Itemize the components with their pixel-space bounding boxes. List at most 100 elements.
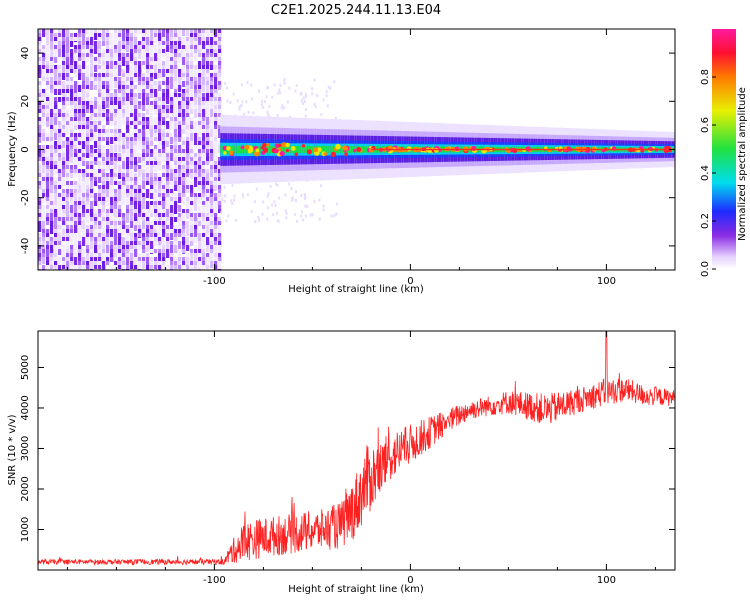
spectrogram-noise-cell — [150, 41, 154, 48]
spectrogram-faint-cell — [236, 99, 239, 103]
spectrogram-noise-cell — [182, 197, 186, 202]
spectrogram-y-tick-label: 20 — [20, 95, 31, 108]
spectrogram-noise-cell — [70, 213, 74, 219]
spectrogram-peak-cell — [222, 145, 228, 151]
spectrogram-noise-cell — [86, 225, 90, 229]
spectrogram-noise-cell — [114, 33, 118, 40]
spectrogram-faint-cell — [265, 95, 268, 99]
spectrogram-noise-cell — [194, 141, 198, 146]
spectrogram-noise-cell — [186, 37, 190, 43]
spectrogram-noise-cell — [78, 105, 82, 109]
spectrogram-noise-cell — [218, 249, 222, 255]
spectrogram-noise-cell — [210, 241, 214, 246]
spectrogram-noise-cell — [98, 137, 102, 142]
spectrogram-noise-cell — [198, 97, 202, 106]
spectrogram-noise-cell — [202, 101, 206, 106]
spectrogram-noise-cell — [78, 229, 82, 235]
spectrogram-noise-cell — [66, 185, 70, 190]
spectrogram-noise-cell — [74, 205, 78, 214]
spectrogram-noise-cell — [218, 97, 222, 103]
spectrogram-faint-cell — [302, 96, 305, 100]
spectrogram-noise-cell — [150, 257, 154, 263]
spectrogram-noise-cell — [198, 77, 202, 84]
spectrogram-noise-cell — [50, 141, 54, 148]
spectrogram-faint-cell — [304, 214, 307, 218]
spectrogram-noise-cell — [70, 209, 74, 216]
spectrogram-noise-cell — [118, 101, 122, 105]
spectrogram-noise-cell — [70, 169, 74, 173]
spectrogram-faint-cell — [266, 110, 269, 114]
spectrogram-noise-cell — [142, 169, 146, 174]
spectrogram-noise-cell — [118, 217, 122, 223]
spectrogram-noise-cell — [182, 249, 186, 253]
spectrogram-noise-cell — [50, 153, 54, 157]
spectrogram-noise-cell — [102, 205, 106, 214]
spectrogram-noise-cell — [162, 141, 166, 145]
spectrogram-noise-cell — [102, 153, 106, 158]
spectrogram-noise-cell — [190, 145, 194, 150]
spectrogram-noise-cell — [54, 129, 58, 135]
spectrogram-noise-cell — [70, 217, 74, 222]
spectrogram-noise-cell — [114, 109, 118, 115]
spectrogram-noise-cell — [102, 245, 106, 250]
spectrogram-noise-cell — [54, 185, 58, 190]
spectrogram-noise-cell — [122, 97, 126, 103]
spectrogram-noise-cell — [138, 245, 142, 250]
spectrogram-noise-cell — [58, 141, 62, 148]
spectrogram-noise-cell — [194, 153, 198, 157]
spectrogram-noise-cell — [198, 217, 202, 221]
spectrogram-faint-cell — [300, 210, 303, 214]
spectrogram-noise-cell — [122, 165, 126, 169]
spectrogram-noise-cell — [182, 165, 186, 171]
spectrogram-noise-cell — [42, 253, 46, 258]
spectrogram-noise-cell — [138, 169, 142, 175]
spectrogram-noise-cell — [110, 57, 114, 61]
spectrogram-noise-cell — [122, 105, 126, 110]
spectrogram-noise-cell — [122, 217, 126, 224]
spectrogram-noise-cell — [198, 81, 202, 87]
spectrogram-noise-cell — [50, 117, 54, 124]
spectrogram-noise-cell — [206, 257, 210, 263]
spectrogram-noise-cell — [46, 45, 50, 52]
spectrogram-noise-cell — [98, 85, 102, 91]
spectrogram-peak-cell — [330, 151, 337, 158]
colorbar-tick-label: 0.4 — [700, 165, 711, 181]
spectrogram-band-cell — [243, 145, 247, 154]
spectrogram-noise-cell — [94, 125, 98, 132]
spectrogram-noise-cell — [174, 161, 178, 168]
spectrogram-noise-cell — [126, 141, 130, 145]
spectrogram-noise-cell — [202, 265, 206, 270]
spectrogram-noise-cell — [182, 45, 186, 51]
spectrogram-noise-cell — [194, 145, 198, 149]
spectrogram-noise-cell — [206, 101, 210, 105]
spectrogram-noise-cell — [50, 221, 54, 228]
spectrogram-noise-cell — [38, 257, 42, 263]
spectrogram-noise-cell — [158, 125, 162, 129]
spectrogram-noise-cell — [110, 217, 114, 223]
spectrogram-noise-cell — [138, 157, 142, 163]
spectrogram-noise-cell — [110, 109, 114, 115]
spectrogram-noise-cell — [122, 113, 126, 117]
spectrogram-noise-cell — [174, 65, 178, 69]
spectrogram-noise-cell — [102, 237, 106, 244]
spectrogram-faint-cell — [286, 100, 289, 104]
spectrogram-x-ticks: -100 0 100 — [66, 29, 656, 287]
spectrogram-noise-cell — [162, 125, 166, 130]
spectrogram-noise-cell — [138, 193, 142, 201]
spectrogram-noise-cell — [110, 97, 114, 104]
spectrogram-noise-cell — [82, 161, 86, 166]
spectrogram-noise-cell — [50, 213, 54, 217]
spectrogram-noise-cell — [166, 225, 170, 232]
spectrogram-noise-cell — [154, 225, 158, 230]
spectrogram-noise-cell — [82, 49, 86, 55]
spectrogram-noise-cell — [174, 173, 178, 178]
spectrogram-noise-cell — [174, 105, 178, 114]
spectrogram-noise-cell — [142, 261, 146, 269]
spectrogram-noise-cell — [202, 133, 206, 138]
spectrogram-noise-cell — [50, 89, 54, 93]
spectrogram-noise-cell — [162, 65, 166, 70]
spectrogram-noise-cell — [42, 101, 46, 105]
spectrogram-noise-cell — [126, 193, 130, 197]
spectrogram-noise-cell — [114, 101, 118, 105]
spectrogram-noise-cell — [158, 253, 162, 262]
